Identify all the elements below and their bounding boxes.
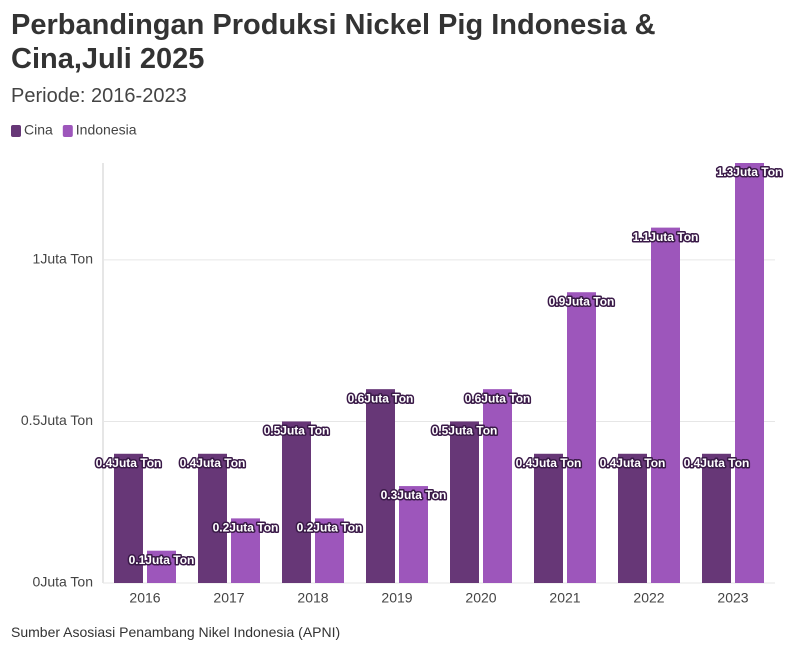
y-tick-label: 0.5Juta Ton	[21, 412, 93, 428]
value-label: 0.6Juta Ton	[348, 391, 414, 405]
bar	[651, 227, 680, 583]
value-label: 0.4Juta Ton	[516, 456, 582, 470]
legend-swatch	[11, 125, 21, 137]
legend-label: Cina	[24, 122, 53, 138]
bar	[399, 486, 428, 583]
bar	[315, 518, 344, 583]
bar	[231, 518, 260, 583]
bar	[618, 453, 647, 583]
x-tick-label: 2021	[549, 590, 580, 606]
bar	[534, 453, 563, 583]
value-label: 1.3Juta Ton	[717, 165, 783, 179]
bar	[483, 389, 512, 583]
value-label: 0.1Juta Ton	[129, 553, 195, 567]
x-tick-label: 2016	[129, 590, 160, 606]
value-label: 0.6Juta Ton	[465, 391, 531, 405]
value-label: 1.1Juta Ton	[633, 230, 699, 244]
bar	[735, 163, 764, 583]
x-tick-label: 2018	[297, 590, 328, 606]
chart-title: Perbandingan Produksi Nickel Pig Indones…	[11, 9, 656, 75]
value-label: 0.4Juta Ton	[96, 456, 162, 470]
value-label: 0.3Juta Ton	[381, 488, 447, 502]
value-label: 0.2Juta Ton	[213, 521, 279, 535]
value-label: 0.5Juta Ton	[264, 424, 330, 438]
y-tick-label: 1Juta Ton	[33, 251, 93, 267]
x-tick-label: 2017	[213, 590, 244, 606]
bar	[147, 550, 176, 583]
x-tick-label: 2019	[381, 590, 412, 606]
y-tick-label: 0Juta Ton	[33, 574, 93, 590]
legend-label: Indonesia	[76, 122, 137, 138]
value-label: 0.4Juta Ton	[180, 456, 246, 470]
value-label: 0.4Juta Ton	[600, 456, 666, 470]
legend-swatch	[62, 125, 73, 137]
value-label: 0.4Juta Ton	[684, 456, 750, 470]
bar	[567, 292, 596, 583]
value-label: 0.2Juta Ton	[297, 521, 363, 535]
bar	[450, 421, 479, 583]
bar	[366, 389, 395, 583]
x-tick-label: 2020	[465, 590, 496, 606]
value-label: 0.5Juta Ton	[432, 424, 498, 438]
chart-subtitle: Periode: 2016-2023	[11, 85, 187, 107]
x-tick-label: 2023	[717, 590, 748, 606]
value-label: 0.9Juta Ton	[549, 294, 615, 308]
x-tick-label: 2022	[633, 590, 664, 606]
bar	[282, 421, 311, 583]
bar	[198, 453, 227, 583]
bar	[114, 453, 143, 583]
bar	[702, 453, 731, 583]
source-note: Sumber Asosiasi Penambang Nikel Indonesi…	[11, 624, 341, 640]
